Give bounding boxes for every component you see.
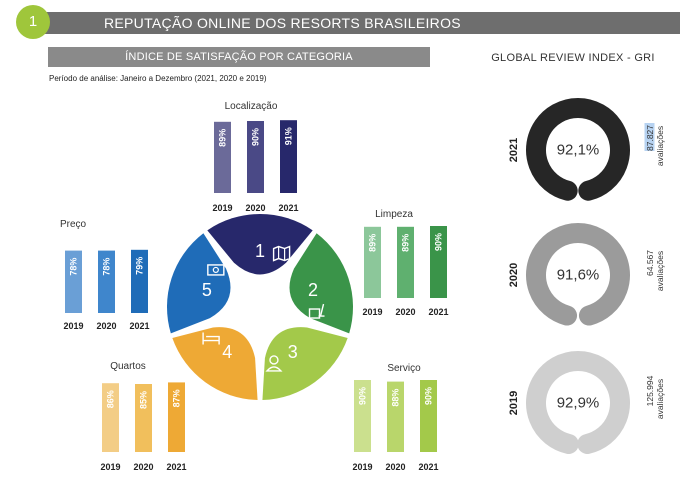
- bar-value-label: 86%: [106, 390, 116, 408]
- bar-group-quartos: Quartos 86% 2019 85% 2020 87% 2021: [100, 361, 186, 472]
- bar-value-label: 79%: [135, 257, 145, 275]
- bar-2019: [214, 121, 231, 193]
- wheel-number: 3: [288, 342, 298, 362]
- gri-year: 2020: [508, 263, 520, 287]
- gri-gauge-2019: [526, 351, 630, 454]
- year-label: 2020: [385, 462, 405, 472]
- gri-value: 91,6%: [557, 267, 600, 284]
- bar-group-limpeza: Limpeza 89% 2019 89% 2020 90% 2021: [362, 209, 448, 317]
- bar-value-label: 90%: [434, 233, 444, 251]
- category-wheel: 1 2 3 4 5: [166, 213, 353, 400]
- gri-gauge-2020: [526, 223, 630, 326]
- year-label: 2021: [278, 203, 298, 213]
- bar-2020: [135, 384, 152, 452]
- bar-value-label: 90%: [251, 128, 261, 146]
- analysis-period: Período de análise: Janeiro a Dezembro (…: [49, 74, 267, 83]
- cleaning-icon: [308, 303, 325, 319]
- year-label: 2019: [352, 462, 372, 472]
- gri-year: 2019: [508, 391, 520, 415]
- wheel-segment-3: [262, 327, 348, 400]
- year-label: 2021: [129, 321, 149, 331]
- bar-2020: [397, 226, 414, 298]
- bar-group-servico: Serviço 90% 2019 88% 2020 90% 2021: [352, 363, 438, 472]
- bar-group-title: Preço: [60, 219, 87, 230]
- gri-review-count: 87.827: [645, 125, 655, 151]
- bar-value-label: 90%: [424, 387, 434, 405]
- bar-value-label: 91%: [284, 127, 294, 145]
- bar-group-title: Limpeza: [375, 209, 413, 220]
- bar-2019: [364, 226, 381, 298]
- wheel-segment-2: [289, 233, 353, 334]
- bar-value-label: 89%: [218, 129, 228, 147]
- gri-year: 2021: [508, 138, 520, 162]
- wheel-segment-5: [166, 233, 231, 334]
- bar-2021: [168, 382, 185, 452]
- section-number-badge: 1: [16, 5, 50, 39]
- bar-2019: [65, 250, 82, 313]
- wheel-number: 4: [222, 342, 232, 362]
- year-label: 2019: [362, 307, 382, 317]
- bed-icon: [202, 332, 220, 345]
- bar-value-label: 85%: [139, 391, 149, 409]
- money-icon: [207, 264, 225, 276]
- gri-review-count: 64.567: [645, 250, 655, 276]
- bar-group-title: Quartos: [110, 361, 146, 372]
- bar-2019: [102, 383, 119, 452]
- bar-value-label: 87%: [172, 389, 182, 407]
- map-icon: [272, 245, 291, 262]
- service-icon: [265, 355, 283, 372]
- year-label: 2020: [395, 307, 415, 317]
- bar-group-title: Localização: [225, 101, 278, 112]
- gri-review-label: avaliações: [655, 379, 665, 419]
- gri-value: 92,9%: [557, 395, 600, 412]
- bar-value-label: 89%: [368, 234, 378, 252]
- year-label: 2021: [418, 462, 438, 472]
- gri-gauge-2021: [526, 98, 630, 201]
- bar-2021: [280, 120, 297, 193]
- subheader-bar: [48, 47, 430, 67]
- subheader-title: ÍNDICE DE SATISFAÇÃO POR CATEGORIA: [125, 51, 353, 63]
- bar-group-localizacao: Localização 89% 2019 90% 2020 91% 2021: [212, 101, 298, 213]
- bar-2021: [430, 226, 447, 298]
- bar-2020: [98, 250, 115, 313]
- year-label: 2019: [63, 321, 83, 331]
- bar-2021: [420, 380, 437, 452]
- count-highlight: [644, 123, 655, 151]
- bar-group-preco: Preço 78% 2019 78% 2020 79% 2021: [60, 219, 150, 331]
- bar-value-label: 78%: [102, 258, 112, 276]
- gri-value: 92,1%: [557, 142, 600, 159]
- bar-value-label: 90%: [358, 387, 368, 405]
- gri-title: GLOBAL REVIEW INDEX - GRI: [491, 52, 655, 64]
- year-label: 2019: [212, 203, 232, 213]
- bar-2019: [354, 380, 371, 452]
- bar-value-label: 89%: [401, 234, 411, 252]
- bar-2020: [387, 381, 404, 452]
- bar-group-title: Serviço: [387, 363, 421, 374]
- gri-review-label: avaliações: [655, 126, 665, 166]
- year-label: 2019: [100, 462, 120, 472]
- year-label: 2020: [96, 321, 116, 331]
- wheel-number: 2: [308, 280, 318, 300]
- gri-review-count: 125.994: [645, 375, 655, 406]
- wheel-segment-4: [172, 327, 258, 400]
- page-title: REPUTAÇÃO ONLINE DOS RESORTS BRASILEIROS: [104, 15, 461, 31]
- bar-value-label: 78%: [69, 258, 79, 276]
- wheel-number: 5: [202, 280, 212, 300]
- wheel-number: 1: [255, 241, 265, 261]
- year-label: 2021: [428, 307, 448, 317]
- year-label: 2021: [166, 462, 186, 472]
- bar-2021: [131, 249, 148, 313]
- header-bar: [30, 12, 680, 34]
- year-label: 2020: [133, 462, 153, 472]
- year-label: 2020: [245, 203, 265, 213]
- gri-review-label: avaliações: [655, 251, 665, 291]
- bar-value-label: 88%: [391, 389, 401, 407]
- bar-2020: [247, 121, 264, 193]
